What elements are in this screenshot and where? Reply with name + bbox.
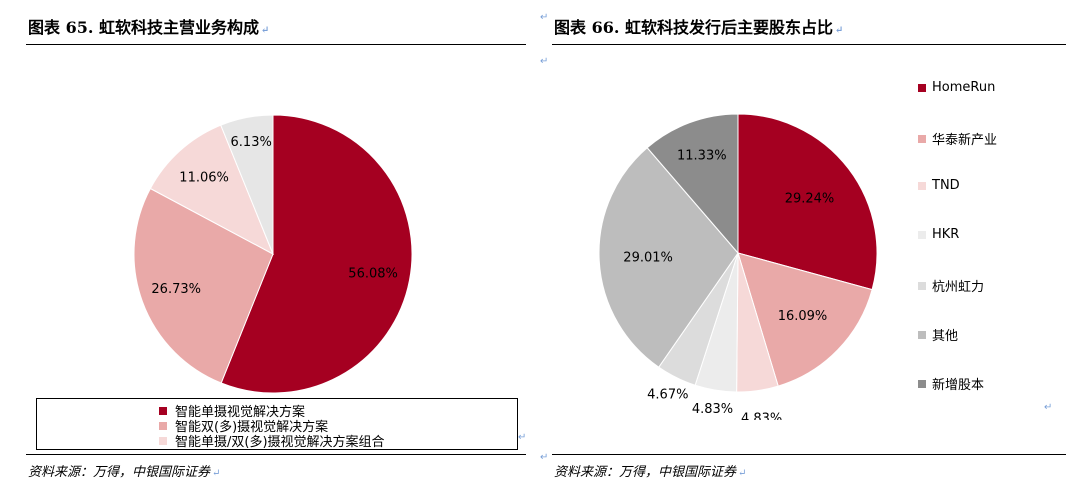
right-pie-chart: 29.24% 16.09% 4.83% 4.83% 4.67% 29.01% 11.33% [598, 113, 878, 420]
right-source-note: 资料来源：万得，中银国际证券 ↵ [554, 465, 747, 480]
left-pie-chart: 56.08% 26.73% 11.06% 6.13% [133, 114, 413, 394]
pie-data-label: 6.13% [231, 135, 272, 150]
legend-swatch [918, 83, 926, 92]
legend-swatch [918, 181, 926, 190]
legend-item-others: 其他 [918, 325, 958, 344]
pie-data-label: 26.73% [151, 282, 201, 297]
legend-swatch [159, 436, 167, 445]
right-title-rule [552, 44, 1066, 45]
legend-item-huatai: 华泰新产业 [918, 129, 997, 148]
legend-label: 新增股本 [932, 378, 985, 393]
legend-item-tnd: TND [918, 178, 960, 193]
pie-slice [646, 113, 739, 255]
pie-data-label: 11.06% [179, 170, 229, 185]
left-source-rule [26, 454, 526, 455]
pie-slice [220, 114, 274, 255]
pie-slice [737, 252, 873, 387]
legend-label: 智能双(多)摄视觉解决方案 [175, 420, 329, 435]
paragraph-mark: ↵ [1044, 402, 1053, 413]
pie-data-label: 29.24% [785, 191, 835, 206]
legend-label: 智能单摄/双(多)摄视觉解决方案组合 [175, 435, 385, 450]
legend-swatch [159, 406, 167, 415]
legend-label: 智能单摄视觉解决方案 [175, 405, 306, 420]
legend-label: 杭州虹力 [932, 280, 985, 295]
legend-label: HKR [932, 227, 960, 242]
legend-swatch [918, 281, 926, 290]
paragraph-mark: ↵ [540, 56, 549, 67]
paragraph-mark: ↵ [518, 432, 527, 443]
legend-swatch [918, 379, 926, 388]
pie-slice [598, 147, 739, 368]
pie-data-label: 4.67% [647, 388, 688, 403]
right-source-rule [552, 454, 1066, 455]
paragraph-mark: ↵ [540, 452, 549, 463]
legend-item-homerun: HomeRun [918, 80, 995, 95]
pie-data-label: 29.01% [623, 251, 673, 266]
legend-item-hkr: HKR [918, 227, 959, 242]
legend-label: HomeRun [932, 80, 996, 95]
paragraph-mark: ↵ [540, 12, 549, 23]
pie-slice [149, 124, 274, 256]
left-chart-title: 图表 65. 虹软科技主营业务构成 ↵ [28, 18, 270, 37]
pie-data-label: 56.08% [348, 266, 398, 281]
pie-data-label: 4.83% [692, 402, 733, 417]
pie-slice [737, 113, 878, 291]
left-legend: 智能单摄视觉解决方案 智能双(多)摄视觉解决方案 智能单摄/双(多)摄视觉解决方… [36, 398, 518, 450]
pie-data-label: 16.09% [778, 309, 828, 324]
legend-item-hangzhou-hongli: 杭州虹力 [918, 276, 984, 295]
left-chart-panel: 图表 65. 虹软科技主营业务构成 ↵ 56.08% 26.73% 11.06% 6.1… [14, 0, 534, 489]
pie-data-label: 11.33% [677, 149, 727, 164]
legend-label: 其他 [932, 329, 959, 344]
legend-item-combo: 智能单摄/双(多)摄视觉解决方案组合 [159, 431, 385, 450]
legend-swatch [159, 421, 167, 430]
left-title-rule [26, 44, 526, 45]
legend-item-dual-cam: 智能双(多)摄视觉解决方案 [159, 416, 328, 435]
legend-label: TND [932, 178, 960, 193]
right-chart-panel: ↵ 图表 66. 虹软科技发行后主要股东占比 ↵ ↵ 29.24% 16.09% 4.… [540, 0, 1066, 489]
pie-slice [220, 114, 413, 394]
pie-data-label: 4.83% [741, 411, 782, 420]
legend-item-new-shares: 新增股本 [918, 374, 984, 393]
right-chart-title: 图表 66. 虹软科技发行后主要股东占比 ↵ [554, 18, 844, 37]
legend-swatch [918, 330, 926, 339]
pie-slice [133, 187, 274, 384]
left-source-note: 资料来源：万得，中银国际证券 ↵ [28, 465, 221, 480]
legend-label: 华泰新产业 [932, 133, 998, 148]
legend-swatch [918, 134, 926, 143]
legend-swatch [918, 230, 926, 239]
legend-item-single-cam: 智能单摄视觉解决方案 [159, 401, 305, 420]
